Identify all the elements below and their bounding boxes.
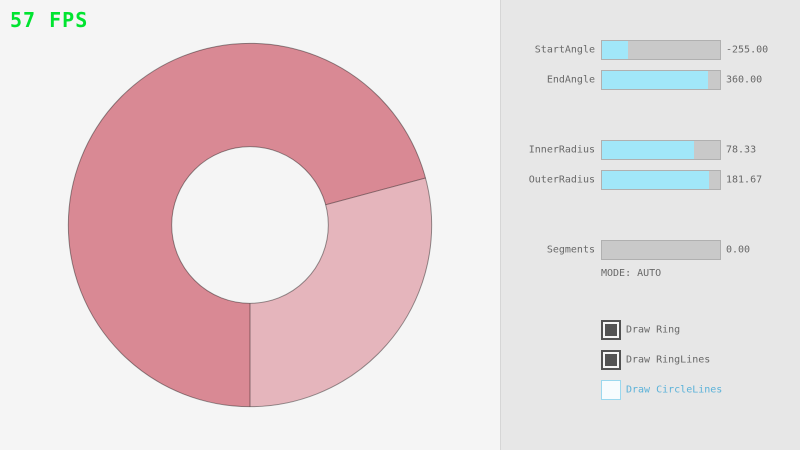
start-angle-slider-fill	[602, 41, 628, 59]
start-angle-value: -255.00	[726, 44, 769, 56]
inner-radius-row: InnerRadius 78.33	[501, 140, 800, 160]
segments-label: Segments	[546, 244, 595, 256]
outer-radius-value: 181.67	[726, 174, 763, 186]
start-angle-label: StartAngle	[534, 44, 595, 56]
segments-mode-text: MODE: AUTO	[601, 268, 662, 279]
control-panel: StartAngle -255.00 EndAngle 360.00 Inner…	[500, 0, 800, 450]
outer-radius-label: OuterRadius	[528, 174, 595, 186]
outer-radius-row: OuterRadius 181.67	[501, 170, 800, 190]
segments-row: Segments 0.00	[501, 240, 800, 260]
start-angle-row: StartAngle -255.00	[501, 40, 800, 60]
fps-counter: 57 FPS	[10, 8, 89, 32]
draw-ringlines-checkbox[interactable]	[601, 350, 621, 370]
inner-radius-label: InnerRadius	[528, 144, 595, 156]
end-angle-slider[interactable]	[601, 70, 721, 90]
outer-radius-slider[interactable]	[601, 170, 721, 190]
end-angle-slider-fill	[602, 71, 709, 89]
outer-radius-slider-fill	[602, 171, 710, 189]
draw-circlelines-row: Draw CircleLines	[501, 380, 800, 400]
draw-circlelines-label: Draw CircleLines	[626, 384, 723, 396]
draw-circlelines-checkbox[interactable]	[601, 380, 621, 400]
start-angle-slider[interactable]	[601, 40, 721, 60]
inner-radius-value: 78.33	[726, 144, 757, 156]
end-angle-label: EndAngle	[546, 74, 595, 86]
end-angle-value: 360.00	[726, 74, 763, 86]
draw-ring-checkbox[interactable]	[601, 320, 621, 340]
draw-ringlines-label: Draw RingLines	[626, 354, 711, 366]
draw-ring-row: Draw Ring	[501, 320, 800, 340]
draw-ringlines-row: Draw RingLines	[501, 350, 800, 370]
segments-value: 0.00	[726, 244, 751, 256]
inner-radius-slider[interactable]	[601, 140, 721, 160]
end-angle-row: EndAngle 360.00	[501, 70, 800, 90]
segments-slider[interactable]	[601, 240, 721, 260]
draw-ring-label: Draw Ring	[626, 324, 681, 336]
inner-radius-slider-fill	[602, 141, 695, 159]
